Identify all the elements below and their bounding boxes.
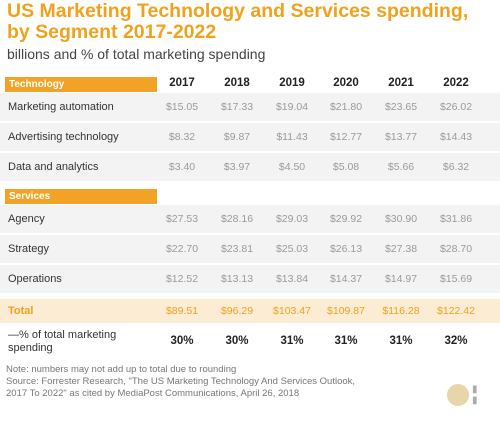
value-cell: $31.86 — [439, 213, 473, 225]
row-band — [0, 93, 500, 121]
value-cell: $30.90 — [384, 213, 418, 225]
value-cell: $27.38 — [384, 243, 418, 255]
brand-mark-icon: ▮ ▮ — [472, 384, 478, 406]
note-text: Note: numbers may not add up to total du… — [6, 364, 237, 375]
row-label: Advertising technology — [8, 131, 119, 143]
value-cell: $8.32 — [168, 131, 196, 143]
value-cell: $14.97 — [384, 273, 418, 285]
value-cell: $12.52 — [165, 273, 199, 285]
year-header: 2022 — [443, 77, 469, 89]
value-cell: $12.77 — [329, 131, 363, 143]
total-value: $89.51 — [165, 305, 199, 317]
value-cell: $29.03 — [275, 213, 309, 225]
value-cell: $19.04 — [275, 101, 309, 113]
emarketer-logo-icon — [447, 384, 469, 406]
title-line-1: US Marketing Technology and Services spe… — [7, 0, 469, 22]
segment-tag: Technology — [5, 77, 157, 92]
year-header: 2018 — [224, 77, 250, 89]
total-label: Total — [8, 305, 34, 317]
value-cell: $11.43 — [276, 131, 308, 143]
row-label: Marketing automation — [8, 101, 114, 113]
value-cell: $15.05 — [165, 101, 199, 113]
value-cell: $5.66 — [387, 161, 415, 173]
year-header: 2021 — [388, 77, 414, 89]
year-header: 2020 — [333, 77, 359, 89]
row-band — [0, 153, 500, 181]
value-cell: $29.92 — [329, 213, 363, 225]
value-cell: $9.87 — [223, 131, 251, 143]
value-cell: $4.50 — [278, 161, 306, 173]
value-cell: $22.70 — [165, 243, 199, 255]
percent-value: 30% — [225, 335, 249, 347]
row-label: Operations — [8, 273, 62, 285]
total-band — [0, 299, 500, 323]
value-cell: $13.84 — [275, 273, 309, 285]
value-cell: $14.37 — [329, 273, 363, 285]
total-value: $103.47 — [273, 305, 311, 317]
value-cell: $26.02 — [439, 101, 473, 113]
row-band — [0, 205, 500, 233]
year-header: 2019 — [279, 77, 305, 89]
value-cell: $27.53 — [165, 213, 199, 225]
value-cell: $15.69 — [439, 273, 473, 285]
value-cell: $23.81 — [220, 243, 254, 255]
value-cell: $3.40 — [168, 161, 196, 173]
value-cell: $6.32 — [442, 161, 470, 173]
row-label: Data and analytics — [8, 161, 99, 173]
row-label: Strategy — [8, 243, 49, 255]
chart-title: US Marketing Technology and Services spe… — [7, 1, 497, 43]
value-cell: $13.13 — [220, 273, 254, 285]
row-band — [0, 235, 500, 263]
total-value: $116.28 — [382, 305, 420, 317]
total-value: $122.42 — [437, 305, 475, 317]
value-cell: $14.43 — [439, 131, 473, 143]
row-label: Agency — [8, 213, 45, 225]
value-cell: $25.03 — [275, 243, 309, 255]
value-cell: $23.65 — [384, 101, 418, 113]
total-value: $109.87 — [327, 305, 365, 317]
value-cell: $17.33 — [220, 101, 254, 113]
percent-value: 31% — [334, 335, 358, 347]
total-value: $96.29 — [220, 305, 254, 317]
source-line-2: 2017 To 2022" as cited by MediaPost Comm… — [6, 388, 300, 399]
year-header: 2017 — [169, 77, 195, 89]
value-cell: $28.70 — [439, 243, 473, 255]
value-cell: $13.77 — [384, 131, 418, 143]
percent-value: 31% — [280, 335, 304, 347]
value-cell: $26.13 — [329, 243, 363, 255]
title-line-2: by Segment 2017-2022 — [7, 21, 217, 43]
percent-label: —% of total marketing spending — [8, 329, 117, 354]
segment-tag: Services — [5, 189, 157, 204]
value-cell: $3.97 — [223, 161, 251, 173]
percent-value: 30% — [170, 335, 194, 347]
percent-value: 31% — [389, 335, 413, 347]
row-band — [0, 265, 500, 293]
source-line-1: Source: Forrester Research, "The US Mark… — [6, 376, 356, 387]
percent-value: 32% — [444, 335, 468, 347]
value-cell: $5.08 — [332, 161, 360, 173]
chart-subtitle: billions and % of total marketing spendi… — [7, 46, 266, 62]
row-band — [0, 123, 500, 151]
value-cell: $28.16 — [220, 213, 254, 225]
value-cell: $21.80 — [329, 101, 363, 113]
